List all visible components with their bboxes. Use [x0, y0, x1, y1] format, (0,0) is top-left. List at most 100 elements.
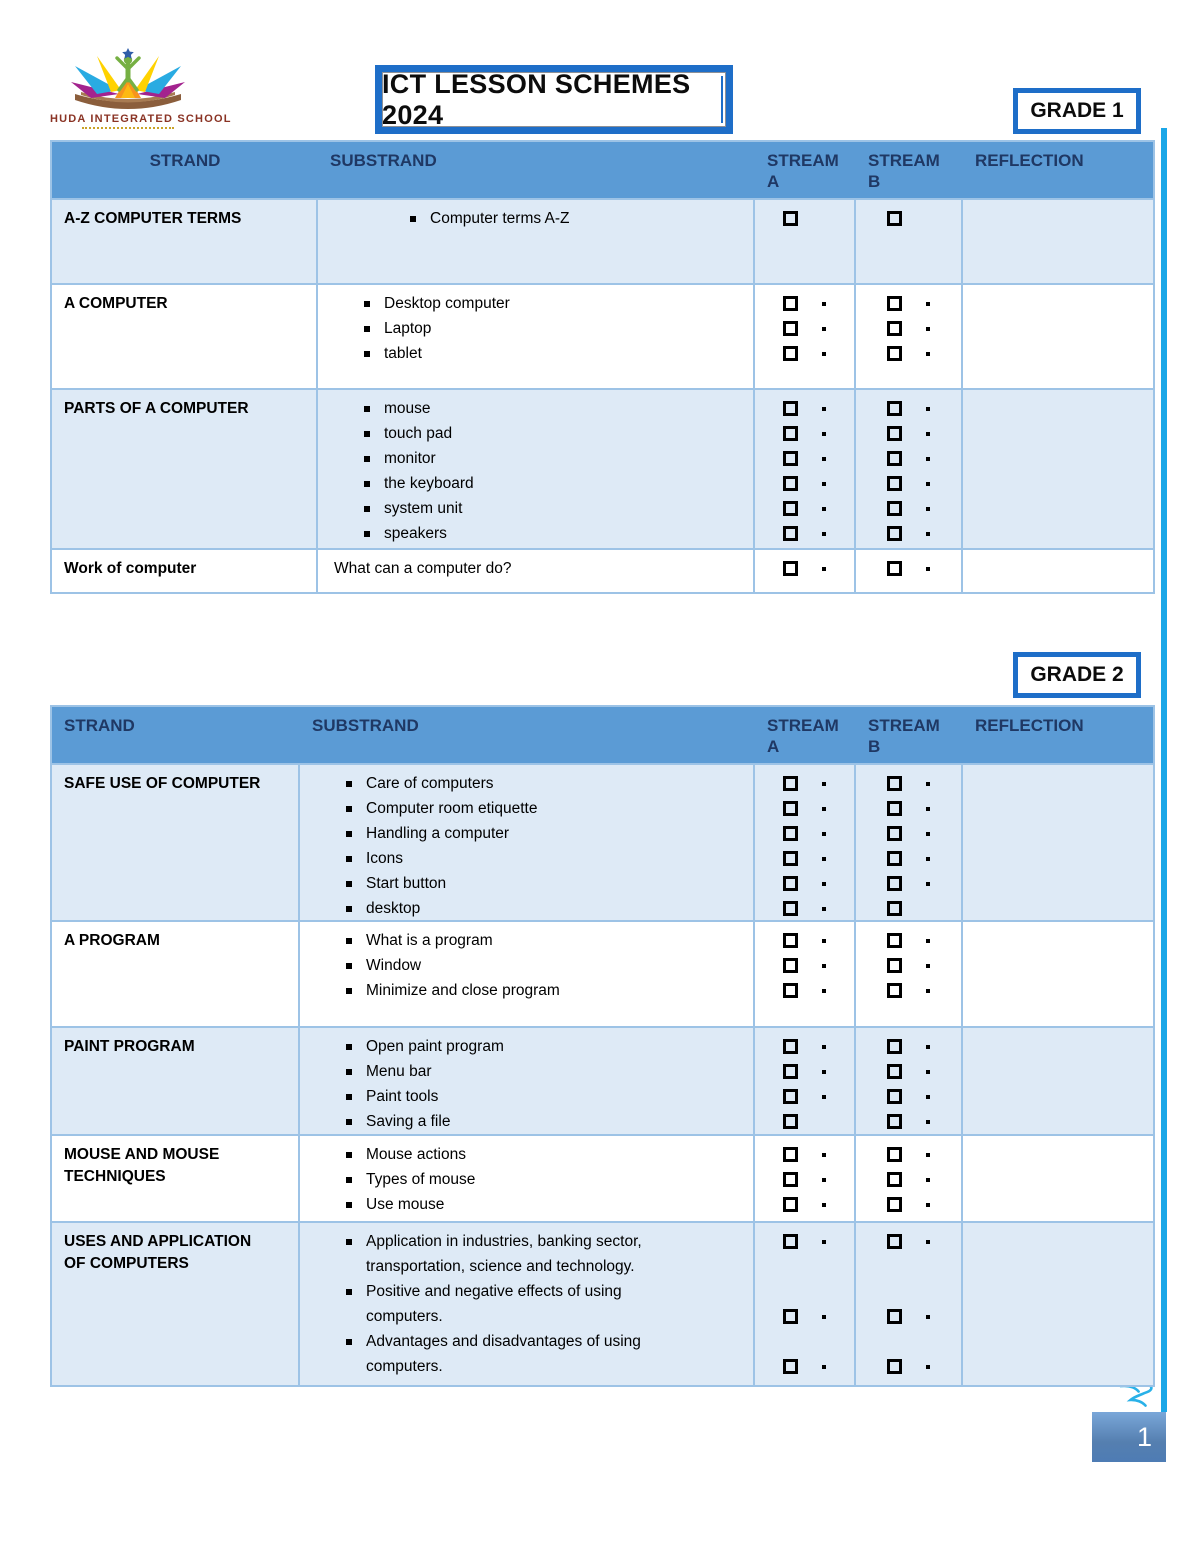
checkbox-icon[interactable]	[887, 321, 902, 336]
checkbox-icon[interactable]	[783, 476, 798, 491]
checkbox-icon[interactable]	[887, 776, 902, 791]
checkbox-icon[interactable]	[887, 1172, 902, 1187]
checkbox-icon[interactable]	[783, 1309, 798, 1324]
checkbox-icon[interactable]	[887, 1064, 902, 1079]
dot-mark	[822, 881, 826, 886]
checkbox-icon[interactable]	[783, 321, 798, 336]
checkbox-icon[interactable]	[887, 561, 902, 576]
dot-mark	[926, 1044, 930, 1049]
checkbox-icon[interactable]	[783, 776, 798, 791]
checkbox-icon[interactable]	[783, 501, 798, 516]
dot-mark	[926, 481, 930, 486]
checkbox-icon[interactable]	[783, 958, 798, 973]
checkbox-icon[interactable]	[887, 876, 902, 891]
dot-mark	[822, 963, 826, 968]
checkbox-icon[interactable]	[783, 1089, 798, 1104]
stream-slot	[755, 1329, 854, 1354]
dot-mark	[822, 1364, 826, 1369]
logo-wing-yellow-right	[135, 56, 159, 92]
checkbox-icon[interactable]	[887, 801, 902, 816]
checkbox-icon[interactable]	[783, 801, 798, 816]
stream-slot	[856, 796, 961, 821]
checkbox-icon[interactable]	[887, 501, 902, 516]
checkbox-icon[interactable]	[887, 451, 902, 466]
checkbox-icon[interactable]	[783, 451, 798, 466]
checkbox-icon[interactable]	[783, 826, 798, 841]
checkbox-icon[interactable]	[783, 401, 798, 416]
checkbox-icon[interactable]	[887, 476, 902, 491]
grade-2-table: STRAND SUBSTRAND STREAM A STREAM B REFLE…	[50, 705, 1155, 1387]
checkbox-icon[interactable]	[887, 983, 902, 998]
strand-cell: Work of computer	[52, 550, 318, 592]
checkbox-icon[interactable]	[783, 1114, 798, 1129]
checkbox-icon[interactable]	[783, 346, 798, 361]
checkbox-icon[interactable]	[887, 1359, 902, 1374]
checkbox-icon[interactable]	[783, 211, 798, 226]
stream-slot	[856, 871, 961, 896]
checkbox-icon[interactable]	[783, 1172, 798, 1187]
stream-slot	[856, 396, 961, 421]
checkbox-icon[interactable]	[887, 1114, 902, 1129]
dot-mark	[926, 1202, 930, 1207]
bullet-icon	[346, 1068, 352, 1075]
substrand-item-text: Computer room etiquette	[366, 799, 538, 817]
checkbox-icon[interactable]	[887, 958, 902, 973]
reflection-cell	[963, 200, 1153, 283]
bullet-icon	[364, 455, 370, 462]
checkbox-icon[interactable]	[783, 1197, 798, 1212]
checkbox-icon[interactable]	[887, 1197, 902, 1212]
stream-slot	[755, 341, 854, 366]
substrand-item-text: Types of mouse	[366, 1170, 476, 1188]
stream-slot	[755, 871, 854, 896]
checkbox-icon[interactable]	[887, 1309, 902, 1324]
checkbox-icon[interactable]	[783, 526, 798, 541]
checkbox-icon[interactable]	[887, 901, 902, 916]
checkbox-icon[interactable]	[783, 1147, 798, 1162]
dot-mark	[926, 506, 930, 511]
col-header-strand: STRAND	[149, 151, 221, 170]
checkbox-icon[interactable]	[887, 826, 902, 841]
stream-b-cell	[856, 765, 963, 920]
checkbox-icon[interactable]	[783, 426, 798, 441]
stream-slot	[856, 821, 961, 846]
checkbox-icon[interactable]	[887, 211, 902, 226]
checkbox-icon[interactable]	[783, 851, 798, 866]
reflection-cell	[963, 1223, 1153, 1385]
bullet-icon	[346, 855, 352, 862]
checkbox-icon[interactable]	[783, 296, 798, 311]
substrand-item: system unit	[318, 496, 753, 521]
checkbox-icon[interactable]	[887, 296, 902, 311]
checkbox-icon[interactable]	[783, 1039, 798, 1054]
substrand-item: Open paint program	[300, 1034, 753, 1059]
bullet-icon	[364, 480, 370, 487]
checkbox-icon[interactable]	[783, 561, 798, 576]
checkbox-icon[interactable]	[783, 901, 798, 916]
checkbox-icon[interactable]	[887, 851, 902, 866]
checkbox-icon[interactable]	[887, 1089, 902, 1104]
checkbox-icon[interactable]	[783, 1234, 798, 1249]
checkbox-icon[interactable]	[887, 933, 902, 948]
checkbox-icon[interactable]	[783, 983, 798, 998]
checkbox-icon[interactable]	[887, 526, 902, 541]
logo-book-page	[81, 92, 175, 103]
checkbox-icon[interactable]	[783, 933, 798, 948]
checkbox-icon[interactable]	[783, 1064, 798, 1079]
table-row: MOUSE AND MOUSE TECHNIQUES Mouse actions T…	[52, 1134, 1153, 1221]
checkbox-icon[interactable]	[887, 1234, 902, 1249]
grade-2-label: GRADE 2	[1030, 663, 1124, 686]
stream-slot	[755, 846, 854, 871]
dot-mark	[822, 1202, 826, 1207]
bullet-icon	[410, 215, 416, 222]
bullet-icon	[364, 325, 370, 332]
checkbox-icon[interactable]	[887, 401, 902, 416]
checkbox-icon[interactable]	[783, 876, 798, 891]
checkbox-icon[interactable]	[887, 1147, 902, 1162]
stream-slot	[755, 1167, 854, 1192]
checkbox-icon[interactable]	[887, 346, 902, 361]
checkbox-icon[interactable]	[887, 1039, 902, 1054]
stream-slot	[856, 953, 961, 978]
checkbox-icon[interactable]	[783, 1359, 798, 1374]
substrand-item: Use mouse	[300, 1192, 753, 1217]
stream-slot	[856, 1167, 961, 1192]
checkbox-icon[interactable]	[887, 426, 902, 441]
